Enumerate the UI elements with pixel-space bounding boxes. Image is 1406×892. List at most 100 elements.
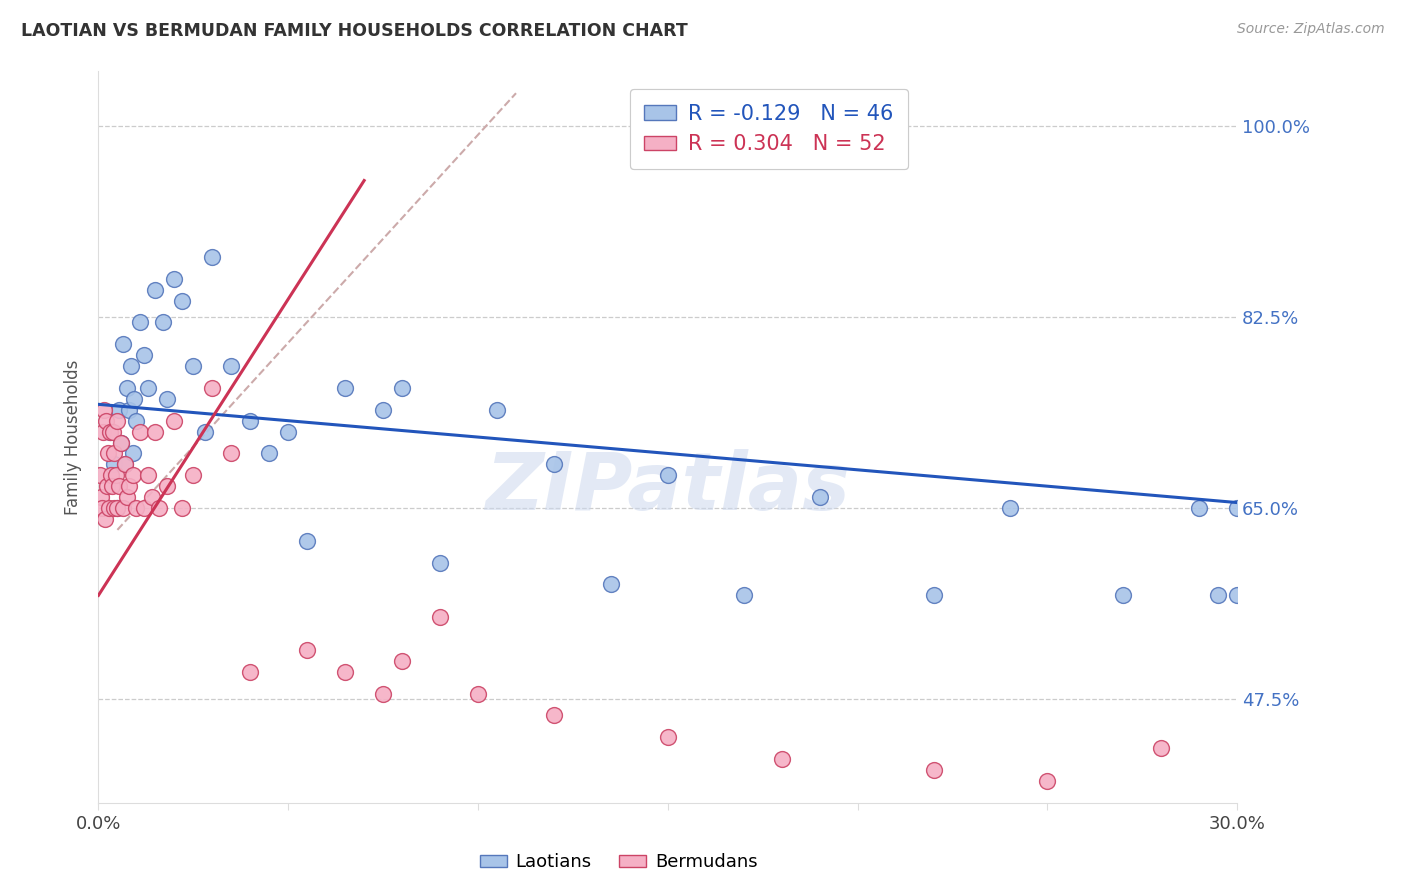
Point [600, 577, 623, 591]
Point [183, 468, 205, 483]
Point [657, 731, 679, 745]
Point [221, 359, 243, 373]
Point [297, 643, 319, 657]
Point [429, 610, 451, 624]
Point [371, 687, 394, 701]
Point [277, 425, 299, 439]
Point [115, 381, 138, 395]
Point [103, 501, 125, 516]
Point [98, 501, 121, 516]
Point [194, 425, 217, 439]
Point [1226, 501, 1249, 516]
Point [101, 425, 124, 439]
Point [91, 425, 114, 439]
Point [808, 490, 831, 504]
Point [118, 479, 141, 493]
Point [145, 283, 167, 297]
Point [107, 414, 129, 428]
Point [467, 687, 489, 701]
Point [136, 381, 159, 395]
Point [221, 446, 243, 460]
Point [103, 446, 125, 460]
Point [201, 381, 224, 395]
Point [429, 556, 451, 570]
Point [100, 479, 122, 493]
Point [770, 752, 793, 766]
Point [163, 272, 186, 286]
Point [108, 402, 131, 417]
Point [998, 501, 1021, 516]
Point [486, 402, 509, 417]
Point [1226, 588, 1249, 602]
Point [259, 446, 281, 460]
Point [391, 381, 413, 395]
Point [120, 359, 142, 373]
Point [115, 490, 138, 504]
Point [156, 392, 179, 406]
Point [657, 468, 679, 483]
Point [129, 425, 152, 439]
Point [156, 479, 179, 493]
Point [94, 512, 117, 526]
Point [1036, 774, 1059, 789]
Point [89, 468, 111, 483]
Point [132, 501, 155, 516]
Point [371, 402, 394, 417]
Point [90, 490, 112, 504]
Point [1112, 588, 1135, 602]
Point [96, 479, 118, 493]
Point [108, 479, 131, 493]
Point [100, 468, 122, 483]
Point [98, 425, 121, 439]
Point [1188, 501, 1211, 516]
Text: LAOTIAN VS BERMUDAN FAMILY HOUSEHOLDS CORRELATION CHART: LAOTIAN VS BERMUDAN FAMILY HOUSEHOLDS CO… [21, 22, 688, 40]
Point [97, 446, 120, 460]
Point [922, 588, 945, 602]
Point [183, 359, 205, 373]
Point [107, 501, 129, 516]
Point [114, 458, 136, 472]
Point [335, 665, 357, 679]
Point [125, 414, 148, 428]
Point [1208, 588, 1230, 602]
Point [733, 588, 755, 602]
Point [297, 533, 319, 548]
Y-axis label: Family Households: Family Households [65, 359, 83, 515]
Point [121, 446, 143, 460]
Point [170, 501, 193, 516]
Point [152, 315, 174, 329]
Point [104, 468, 127, 483]
Legend: R = -0.129   N = 46, R = 0.304   N = 52: R = -0.129 N = 46, R = 0.304 N = 52 [630, 89, 908, 169]
Point [335, 381, 357, 395]
Point [201, 250, 224, 264]
Point [91, 501, 114, 516]
Point [391, 654, 413, 668]
Point [103, 458, 125, 472]
Text: Source: ZipAtlas.com: Source: ZipAtlas.com [1237, 22, 1385, 37]
Point [239, 665, 262, 679]
Point [105, 501, 128, 516]
Point [136, 468, 159, 483]
Point [148, 501, 170, 516]
Point [112, 337, 135, 351]
Point [922, 763, 945, 777]
Text: ZIPatlas: ZIPatlas [485, 450, 851, 527]
Point [543, 458, 565, 472]
Point [118, 402, 141, 417]
Point [239, 414, 262, 428]
Point [94, 414, 117, 428]
Point [124, 392, 146, 406]
Point [121, 468, 143, 483]
Point [110, 435, 132, 450]
Point [141, 490, 163, 504]
Point [125, 501, 148, 516]
Point [1150, 741, 1173, 756]
Point [98, 425, 121, 439]
Point [145, 425, 167, 439]
Point [163, 414, 186, 428]
Point [170, 293, 193, 308]
Point [132, 348, 155, 362]
Point [112, 501, 135, 516]
Point [93, 402, 115, 417]
Point [114, 458, 136, 472]
